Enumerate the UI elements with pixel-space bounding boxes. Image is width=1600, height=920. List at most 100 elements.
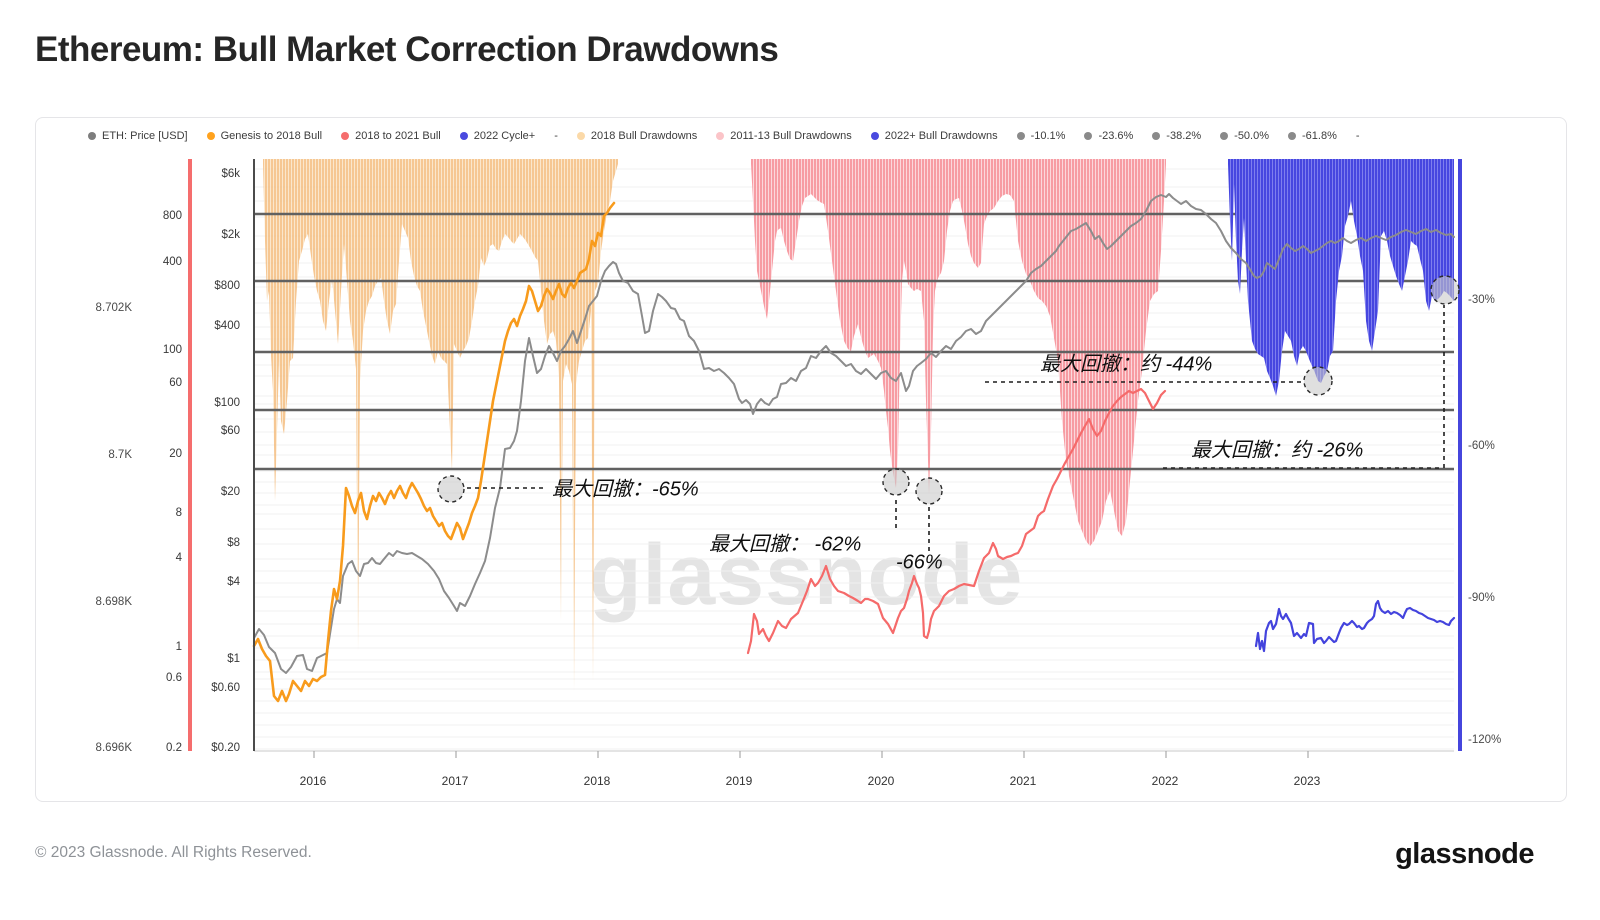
y-axis-secondary-label: 800 — [162, 210, 182, 222]
y-axis-secondary-label: 20 — [169, 448, 182, 460]
y-axis-drawdown-label: -60% — [1468, 440, 1495, 452]
legend-item-label: 2022 Cycle+ — [473, 130, 536, 142]
y-axis-price-label: $400 — [214, 320, 240, 332]
y-axis-drawdown-label: -90% — [1468, 592, 1495, 604]
legend-item-label: Genesis to 2018 Bull — [220, 130, 323, 142]
legend-item-2018-to-2021-bull[interactable]: 2018 to 2021 Bull — [341, 130, 441, 142]
legend-dot-icon — [1288, 132, 1297, 140]
legend-dot-icon — [1016, 132, 1025, 140]
x-axis-year-label: 2020 — [867, 774, 895, 788]
legend-item--50-0-[interactable]: -50.0% — [1220, 130, 1269, 142]
y-axis-secondary-label: 400 — [162, 256, 182, 268]
x-axis-year-label: 2019 — [725, 774, 753, 788]
legend-item--10-1-[interactable]: -10.1% — [1016, 130, 1066, 142]
legend-dot-icon — [341, 132, 350, 140]
y-axis-drawdown-label: -30% — [1468, 294, 1495, 306]
annotation-dd-65: 最大回撤：-65% — [552, 478, 699, 501]
y-axis-secondary-label: 0.2 — [166, 742, 182, 754]
y-axis-drawdown-label: -120% — [1468, 734, 1502, 746]
x-axis-year-label: 2021 — [1009, 774, 1037, 788]
annotation-dd-62: 最大回撤： -62% — [709, 533, 862, 556]
annotation-dd-66: -66% — [896, 551, 943, 574]
y-axis-price-label: $2k — [221, 229, 240, 241]
legend-item-2018-bull-drawdowns[interactable]: 2018 Bull Drawdowns — [576, 130, 698, 142]
x-axis-year-label: 2016 — [299, 774, 327, 788]
legend-dot-icon — [459, 132, 468, 140]
legend-item-label: 2011-13 Bull Drawdowns — [730, 130, 852, 142]
y-axis-secondary-label: 4 — [175, 552, 182, 564]
annotation-dd-44: 最大回撤：约 -44% — [1040, 353, 1213, 376]
y-axis-cycle-label: 8.7K — [108, 449, 132, 461]
series-line-2022-cycle- — [1254, 599, 1456, 653]
glassnode-logo: glassnode — [1395, 838, 1534, 870]
legend-item-label: 2018 Bull Drawdowns — [590, 130, 698, 142]
y-axis-price-label: $0.20 — [211, 742, 240, 754]
legend-dot-icon — [576, 132, 585, 140]
legend-item-label: -38.2% — [1166, 130, 1202, 142]
page-title: Ethereum: Bull Market Correction Drawdow… — [35, 30, 779, 69]
drawdown-marker-circle-dd-44 — [1303, 366, 1333, 396]
drawdown-marker-circle-dd-65 — [437, 475, 465, 503]
legend-item-dash-4[interactable]: - — [554, 130, 558, 142]
legend-item-label: -23.6% — [1098, 130, 1134, 142]
legend-item-label: -10.1% — [1030, 130, 1066, 142]
drawdown-marker-circle-dd-26 — [1430, 275, 1460, 305]
legend-dot-icon — [1084, 132, 1093, 140]
series-line-eth-price-usd- — [253, 193, 1455, 674]
legend-item--38-2-[interactable]: -38.2% — [1152, 130, 1201, 142]
x-axis-year-label: 2018 — [583, 774, 611, 788]
x-axis-year-label: 2023 — [1293, 774, 1321, 788]
y-axis-price-label: $8 — [227, 537, 240, 549]
legend-item-label: -61.8% — [1302, 130, 1337, 142]
chart-plot[interactable] — [36, 118, 1566, 801]
y-axis-price-label: $6k — [221, 168, 240, 180]
y-axis-price-label: $800 — [214, 280, 240, 292]
legend-item-label: -50.0% — [1234, 130, 1270, 142]
glassnode-watermark: glassnode — [589, 527, 1024, 623]
drawdown-marker-circle-dd-66 — [915, 477, 943, 505]
y-axis-cycle-label: 8.698K — [95, 596, 132, 608]
legend-item-label: ETH: Price [USD] — [102, 130, 188, 142]
drawdown-area-2022-bull-drawdowns — [1228, 159, 1454, 396]
copyright-text: © 2023 Glassnode. All Rights Reserved. — [35, 844, 312, 861]
y-axis-price-label: $0.60 — [211, 682, 240, 694]
legend-item-2022-bull-drawdowns[interactable]: 2022+ Bull Drawdowns — [870, 130, 998, 142]
y-axis-secondary-label: 100 — [162, 344, 182, 356]
legend-item-label: - — [1355, 130, 1360, 142]
y-axis-price-label: $100 — [214, 397, 240, 409]
drawdown-area-2011-13-bull-drawdowns — [751, 159, 1166, 546]
chart-legend: ETH: Price [USD] Genesis to 2018 Bull 2018… — [88, 126, 1556, 146]
legend-item-eth-price-usd-[interactable]: ETH: Price [USD] — [88, 130, 188, 142]
legend-item-genesis-to-2018-bull[interactable]: Genesis to 2018 Bull — [206, 130, 323, 142]
legend-item-2011-13-bull-drawdowns[interactable]: 2011-13 Bull Drawdowns — [716, 130, 852, 142]
legend-item--61-8-[interactable]: -61.8% — [1288, 130, 1337, 142]
series-line-genesis-to-2018-bull — [252, 201, 616, 703]
legend-dot-icon — [716, 132, 725, 140]
y-axis-price-label: $1 — [227, 653, 240, 665]
x-axis-year-label: 2017 — [441, 774, 469, 788]
legend-dot-icon — [870, 132, 879, 140]
legend-item--23-6-[interactable]: -23.6% — [1084, 130, 1133, 142]
legend-item-2022-cycle-[interactable]: 2022 Cycle+ — [459, 130, 536, 142]
y-axis-cycle-label: 8.702K — [95, 302, 132, 314]
y-axis-secondary-label: 1 — [175, 641, 182, 653]
legend-item-label: 2022+ Bull Drawdowns — [884, 130, 998, 142]
legend-item-label: - — [554, 130, 558, 142]
drawdown-marker-circle-dd-62 — [882, 468, 910, 496]
legend-dot-icon — [1220, 132, 1229, 140]
series-line-2018-to-2021-bull — [746, 387, 1167, 655]
y-axis-secondary-label: 8 — [175, 507, 182, 519]
x-axis-year-label: 2022 — [1151, 774, 1179, 788]
y-axis-price-label: $60 — [220, 425, 240, 437]
y-axis-secondary-label: 0.6 — [166, 672, 182, 684]
legend-item-label: 2018 to 2021 Bull — [355, 130, 441, 142]
legend-dot-icon — [1152, 132, 1161, 140]
legend-dot-icon — [88, 132, 96, 140]
legend-dot-icon — [206, 132, 215, 140]
drawdown-area-2018-bull-drawdowns — [263, 159, 618, 691]
y-axis-price-label: $20 — [220, 486, 240, 498]
chart-card: ETH: Price [USD] Genesis to 2018 Bull 2018… — [35, 117, 1567, 802]
annotation-dd-26: 最大回撤：约 -26% — [1191, 439, 1364, 462]
legend-item-dash-13[interactable]: - — [1356, 130, 1360, 142]
